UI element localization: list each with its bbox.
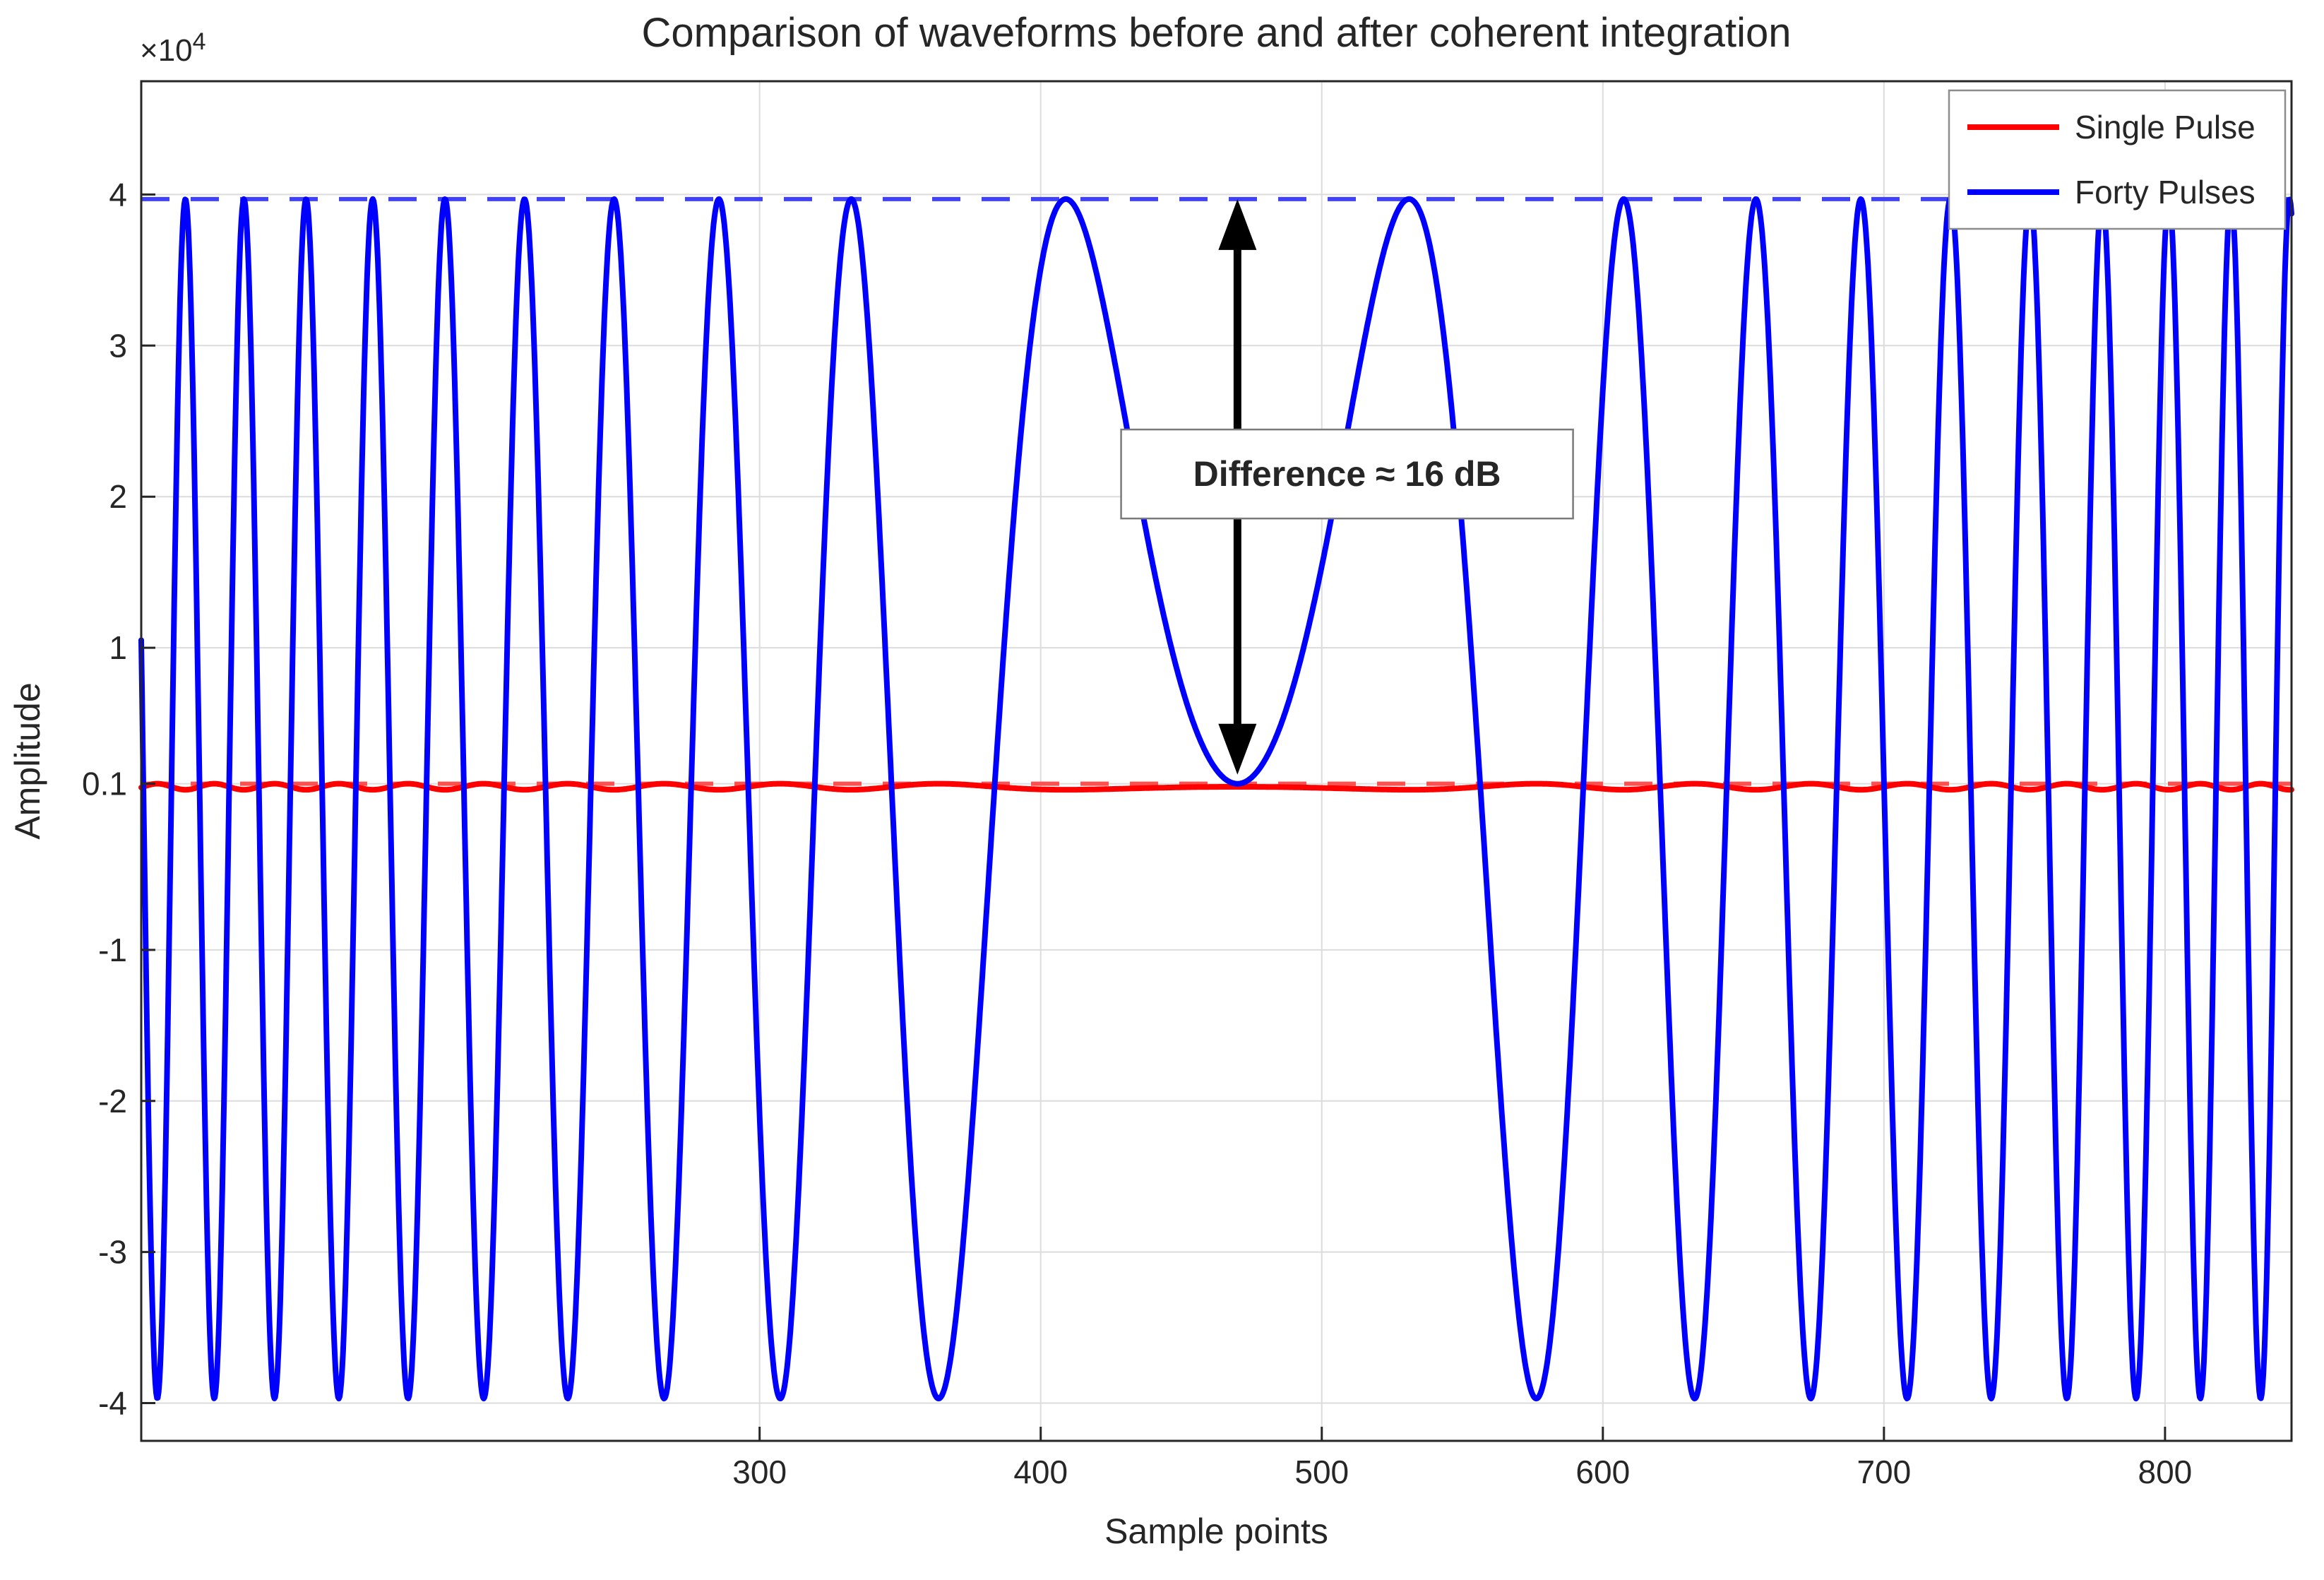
series-forty-pulses xyxy=(138,196,2294,1402)
y-tick-label: -4 xyxy=(98,1385,127,1422)
x-tick-label: 600 xyxy=(1575,1454,1630,1490)
difference-annotation-text: Difference ≈ 16 dB xyxy=(1193,454,1501,494)
plot-border xyxy=(140,80,2293,1442)
y-tick-label: 0.1 xyxy=(82,766,127,802)
difference-arrow-head-down xyxy=(1218,723,1257,775)
x-axis-label: Sample points xyxy=(1104,1511,1328,1551)
y-axis-exponent-superscript: 4 xyxy=(193,28,206,55)
y-tick-label: 3 xyxy=(109,327,127,364)
x-tick-label: 700 xyxy=(1857,1454,1911,1490)
y-tick-label: 1 xyxy=(109,629,127,666)
legend-label-forty-pulses: Forty Pulses xyxy=(2075,174,2256,210)
legend-label-single-pulse: Single Pulse xyxy=(2075,109,2256,145)
x-tick-label: 800 xyxy=(2138,1454,2193,1490)
x-tick-label: 300 xyxy=(732,1454,787,1490)
legend-box xyxy=(1948,89,2287,230)
y-tick-label: -2 xyxy=(98,1083,127,1119)
y-tick-label: -1 xyxy=(98,932,127,968)
y-tick-label: 4 xyxy=(109,176,127,213)
difference-arrow-head-up xyxy=(1218,198,1257,250)
series-single-pulse xyxy=(138,780,2294,793)
x-tick-label: 400 xyxy=(1013,1454,1068,1490)
y-axis-label: Amplitude xyxy=(8,682,47,839)
chart-title: Comparison of waveforms before and after… xyxy=(641,10,1791,56)
plot-area xyxy=(141,81,2292,1441)
y-tick-label: -3 xyxy=(98,1234,127,1271)
difference-annotation-box xyxy=(1120,428,1574,520)
y-tick-label: 2 xyxy=(109,478,127,515)
x-tick-label: 500 xyxy=(1294,1454,1349,1490)
